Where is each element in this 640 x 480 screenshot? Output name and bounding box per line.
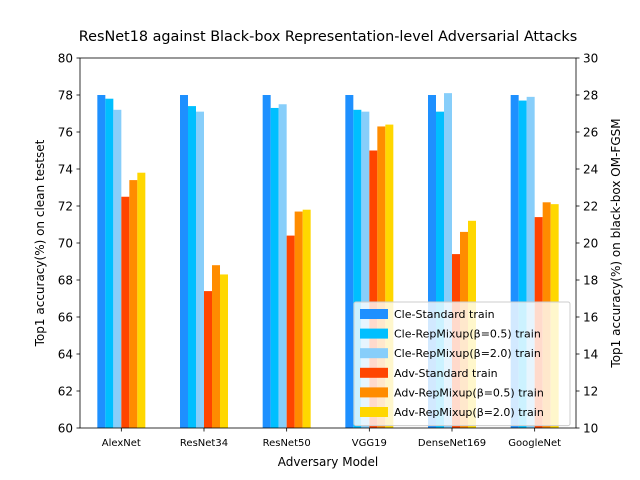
bar: [526, 96, 535, 428]
y-tick-label: 70: [58, 237, 73, 251]
bar: [345, 95, 354, 428]
legend-label: Cle-RepMixup(β=2.0) train: [394, 347, 541, 360]
bar: [113, 109, 122, 429]
y2-tick-label: 30: [583, 52, 598, 66]
legend: Cle-Standard train Cle-RepMixup(β=0.5) tr…: [353, 301, 571, 427]
y-tick-label: 64: [58, 348, 73, 362]
bar: [385, 124, 394, 428]
x-axis-label: Adversary Model: [278, 455, 379, 469]
y2-tick-label: 12: [583, 385, 598, 399]
legend-swatch: [360, 407, 388, 417]
x-tick-label: GoogleNet: [508, 438, 561, 449]
y-tick-label: 62: [58, 385, 73, 399]
y2-tick-label: 18: [583, 274, 598, 288]
y-tick-label: 80: [58, 52, 73, 66]
y2-tick-label: 28: [583, 89, 598, 103]
bar: [377, 126, 386, 428]
y2-tick-label: 22: [583, 200, 598, 214]
legend-swatch: [360, 309, 388, 319]
bar: [428, 95, 436, 428]
right-y-axis: 10 12 14 16 18 20 22 24 26 28 30: [576, 52, 598, 436]
bar: [286, 235, 295, 428]
y2-tick-label: 20: [583, 237, 598, 251]
bar: [212, 265, 220, 428]
bar: [369, 150, 378, 428]
y2-tick-label: 24: [583, 163, 598, 177]
bar: [262, 95, 271, 428]
x-axis: AlexNet ResNet34 ResNet50 VGG19 DenseNet169 G…: [102, 428, 561, 449]
y-tick-label: 68: [58, 274, 73, 288]
bar: [518, 100, 527, 429]
y-tick-label: 76: [58, 126, 73, 140]
x-tick-label: ResNet34: [180, 438, 228, 449]
bar: [204, 291, 212, 428]
x-tick-label: DenseNet169: [418, 438, 486, 449]
bar: [302, 209, 311, 428]
bar: [294, 211, 303, 428]
legend-label: Cle-RepMixup(β=0.5) train: [394, 328, 541, 341]
bar: [353, 109, 362, 429]
chart-title: ResNet18 against Black-box Representatio…: [79, 29, 578, 45]
bar: [444, 93, 452, 429]
bar: [196, 111, 204, 429]
legend-label: Cle-Standard train: [394, 308, 495, 321]
legend-swatch: [360, 387, 388, 398]
y2-tick-label: 26: [583, 126, 598, 140]
bar: [121, 196, 130, 428]
y-axis-label: Top1 accuracy(%) on clean testset: [33, 139, 47, 347]
y-tick-label: 78: [58, 89, 73, 103]
legend-label: Adv-RepMixup(β=2.0) train: [394, 406, 544, 419]
legend-label: Adv-RepMixup(β=0.5) train: [394, 386, 544, 399]
legend-label: Adv-Standard train: [394, 367, 498, 380]
y2-tick-label: 16: [583, 311, 598, 325]
bar: [278, 104, 287, 428]
legend-swatch: [360, 328, 388, 339]
legend-box: [353, 301, 571, 427]
x-tick-label: AlexNet: [102, 438, 141, 449]
bar: [270, 107, 279, 428]
y2-axis-label: Top1 accuracy(%) on black-box OM-FGSM: [609, 118, 623, 368]
bar: [97, 95, 106, 428]
bar: [137, 172, 146, 428]
y-tick-label: 74: [58, 163, 73, 177]
bar: [436, 111, 444, 429]
y-tick-label: 66: [58, 311, 73, 325]
left-y-axis: 60 62 64 66 68 70 72 74 76 78 80: [58, 52, 80, 436]
y2-tick-label: 14: [583, 348, 598, 362]
legend-swatch: [360, 348, 388, 359]
bar: [180, 95, 188, 428]
bar: [510, 95, 519, 428]
bar: [220, 274, 228, 428]
x-tick-label: ResNet50: [263, 438, 311, 449]
legend-swatch: [360, 367, 388, 378]
bar: [105, 98, 114, 428]
x-tick-label: VGG19: [352, 438, 387, 449]
y-tick-label: 60: [58, 422, 73, 436]
bar: [188, 106, 196, 428]
bar: [361, 111, 370, 429]
bar: [129, 180, 138, 428]
y-tick-label: 72: [58, 200, 73, 214]
y2-tick-label: 10: [583, 422, 598, 436]
